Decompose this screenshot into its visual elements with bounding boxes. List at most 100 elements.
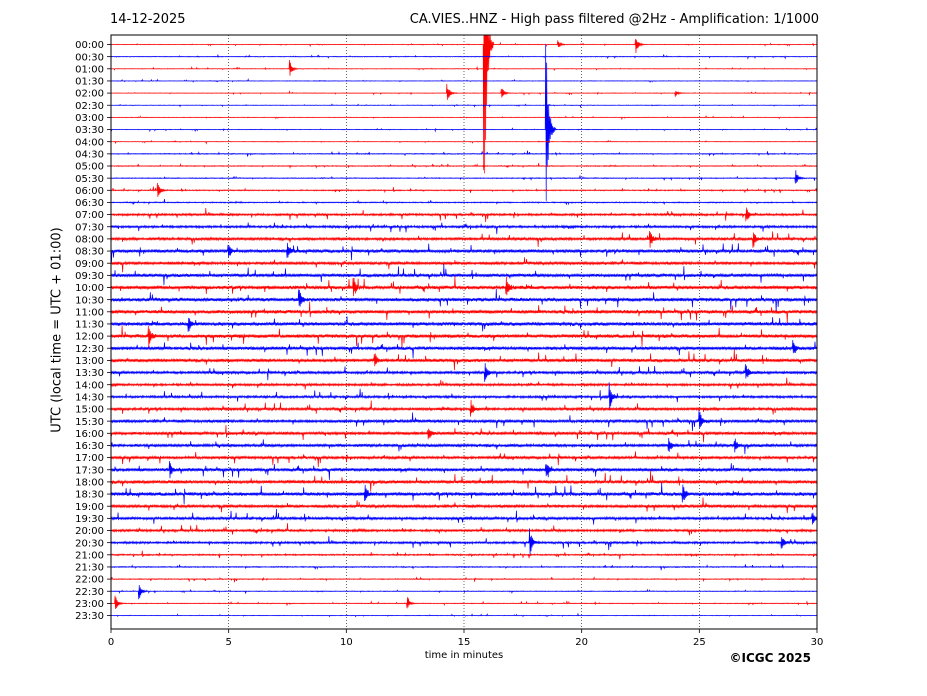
y-tick-label-2200: 22:00 [75,575,104,586]
y-tick-label-1130: 11:30 [75,320,104,331]
x-tick-label-15: 15 [458,637,471,648]
trace-2100 [111,550,817,560]
trace-0700 [111,207,817,223]
trace-0300 [111,115,817,121]
y-tick-label-1030: 10:30 [75,295,104,306]
y-tick-label-0230: 02:30 [75,101,104,112]
trace-0000 [111,35,817,174]
trace-0730 [111,222,817,235]
trace-0900 [111,257,817,273]
trace-0200 [111,83,817,100]
trace-1230 [111,339,817,359]
y-tick-label-0030: 00:30 [75,52,104,63]
trace-2330 [111,612,817,618]
y-tick-label-0200: 02:00 [75,89,104,100]
x-tick-label-10: 10 [340,637,353,648]
y-tick-label-0800: 08:00 [75,235,104,246]
trace-1030 [111,288,817,313]
trace-1500 [111,399,817,417]
x-tick-label-0: 0 [108,637,114,648]
y-tick-label-0600: 06:00 [75,186,104,197]
y-tick-label-0830: 08:30 [75,247,104,258]
trace-2300 [111,595,817,610]
y-tick-label-0530: 05:30 [75,174,104,185]
y-tick-label-2130: 21:30 [75,563,104,574]
y-tick-label-1330: 13:30 [75,368,104,379]
y-tick-label-1530: 15:30 [75,417,104,428]
y-tick-label-1430: 14:30 [75,392,104,403]
x-tick-label-5: 5 [225,637,231,648]
y-tick-label-0130: 01:30 [75,77,104,88]
y-tick-label-2000: 20:00 [75,526,104,537]
plot-frame [110,34,818,630]
trace-0330 [111,44,817,201]
trace-1700 [111,451,817,467]
y-tick-label-1730: 17:30 [75,465,104,476]
trace-0630 [111,199,817,206]
trace-0400 [111,139,817,145]
y-tick-label-1900: 19:00 [75,502,104,513]
trace-1430 [111,382,817,411]
y-tick-label-2100: 21:00 [75,550,104,561]
x-axis-label: time in minutes [424,650,504,661]
trace-1130 [111,316,817,332]
trace-1200 [111,325,817,349]
trace-0600 [111,182,817,198]
y-tick-label-1300: 13:00 [75,356,104,367]
trace-2130 [111,564,817,571]
trace-1330 [111,363,817,382]
trace-2200 [111,576,817,583]
y-tick-label-1600: 16:00 [75,429,104,440]
y-tick-label-0930: 09:30 [75,271,104,282]
y-tick-label-0000: 00:00 [75,40,104,51]
y-tick-label-0700: 07:00 [75,210,104,221]
y-tick-label-1700: 17:00 [75,453,104,464]
y-tick-label-1200: 12:00 [75,332,104,343]
y-tick-label-0330: 03:30 [75,125,104,136]
x-tick-label-30: 30 [811,637,824,648]
y-tick-label-0100: 01:00 [75,64,104,75]
trace-1730 [111,460,817,480]
trace-1400 [111,377,817,390]
trace-2000 [111,523,817,536]
x-tick-label-20: 20 [575,637,588,648]
trace-2030 [111,528,817,557]
y-tick-label-1500: 15:00 [75,405,104,416]
trace-0530 [111,170,817,184]
trace-1600 [111,425,817,443]
y-tick-label-0630: 06:30 [75,198,104,209]
y-tick-label-1630: 16:30 [75,441,104,452]
y-tick-label-1930: 19:30 [75,514,104,525]
y-tick-label-1400: 14:00 [75,380,104,391]
trace-0500 [111,162,817,169]
y-tick-label-2030: 20:30 [75,538,104,549]
y-tick-label-1800: 18:00 [75,478,104,489]
trace-0830 [111,242,817,263]
trace-1900 [111,497,817,514]
trace-1830 [111,482,817,505]
copyright-notice: ©ICGC 2025 [729,651,811,665]
y-tick-label-0430: 04:30 [75,149,104,160]
trace-0030 [111,53,817,60]
x-tick-label-25: 25 [693,637,706,648]
trace-1530 [111,410,817,432]
y-tick-label-1230: 12:30 [75,344,104,355]
trace-1000 [111,276,817,297]
chart-title: CA.VIES..HNZ - High pass filtered @2Hz -… [409,12,819,27]
y-tick-label-0400: 04:00 [75,137,104,148]
y-tick-label-2330: 23:30 [75,611,104,622]
trace-0430 [111,150,817,157]
y-tick-label-0730: 07:30 [75,222,104,233]
plot-date: 14-12-2025 [110,12,186,27]
trace-0230 [111,103,817,109]
trace-1800 [111,470,817,492]
trace-2230 [111,584,817,600]
trace-1100 [111,301,817,324]
trace-0100 [111,59,817,76]
y-tick-label-1830: 18:30 [75,490,104,501]
trace-1300 [111,349,817,371]
trace-0130 [111,77,817,83]
y-tick-label-0300: 03:00 [75,113,104,124]
y-tick-label-2230: 22:30 [75,587,104,598]
